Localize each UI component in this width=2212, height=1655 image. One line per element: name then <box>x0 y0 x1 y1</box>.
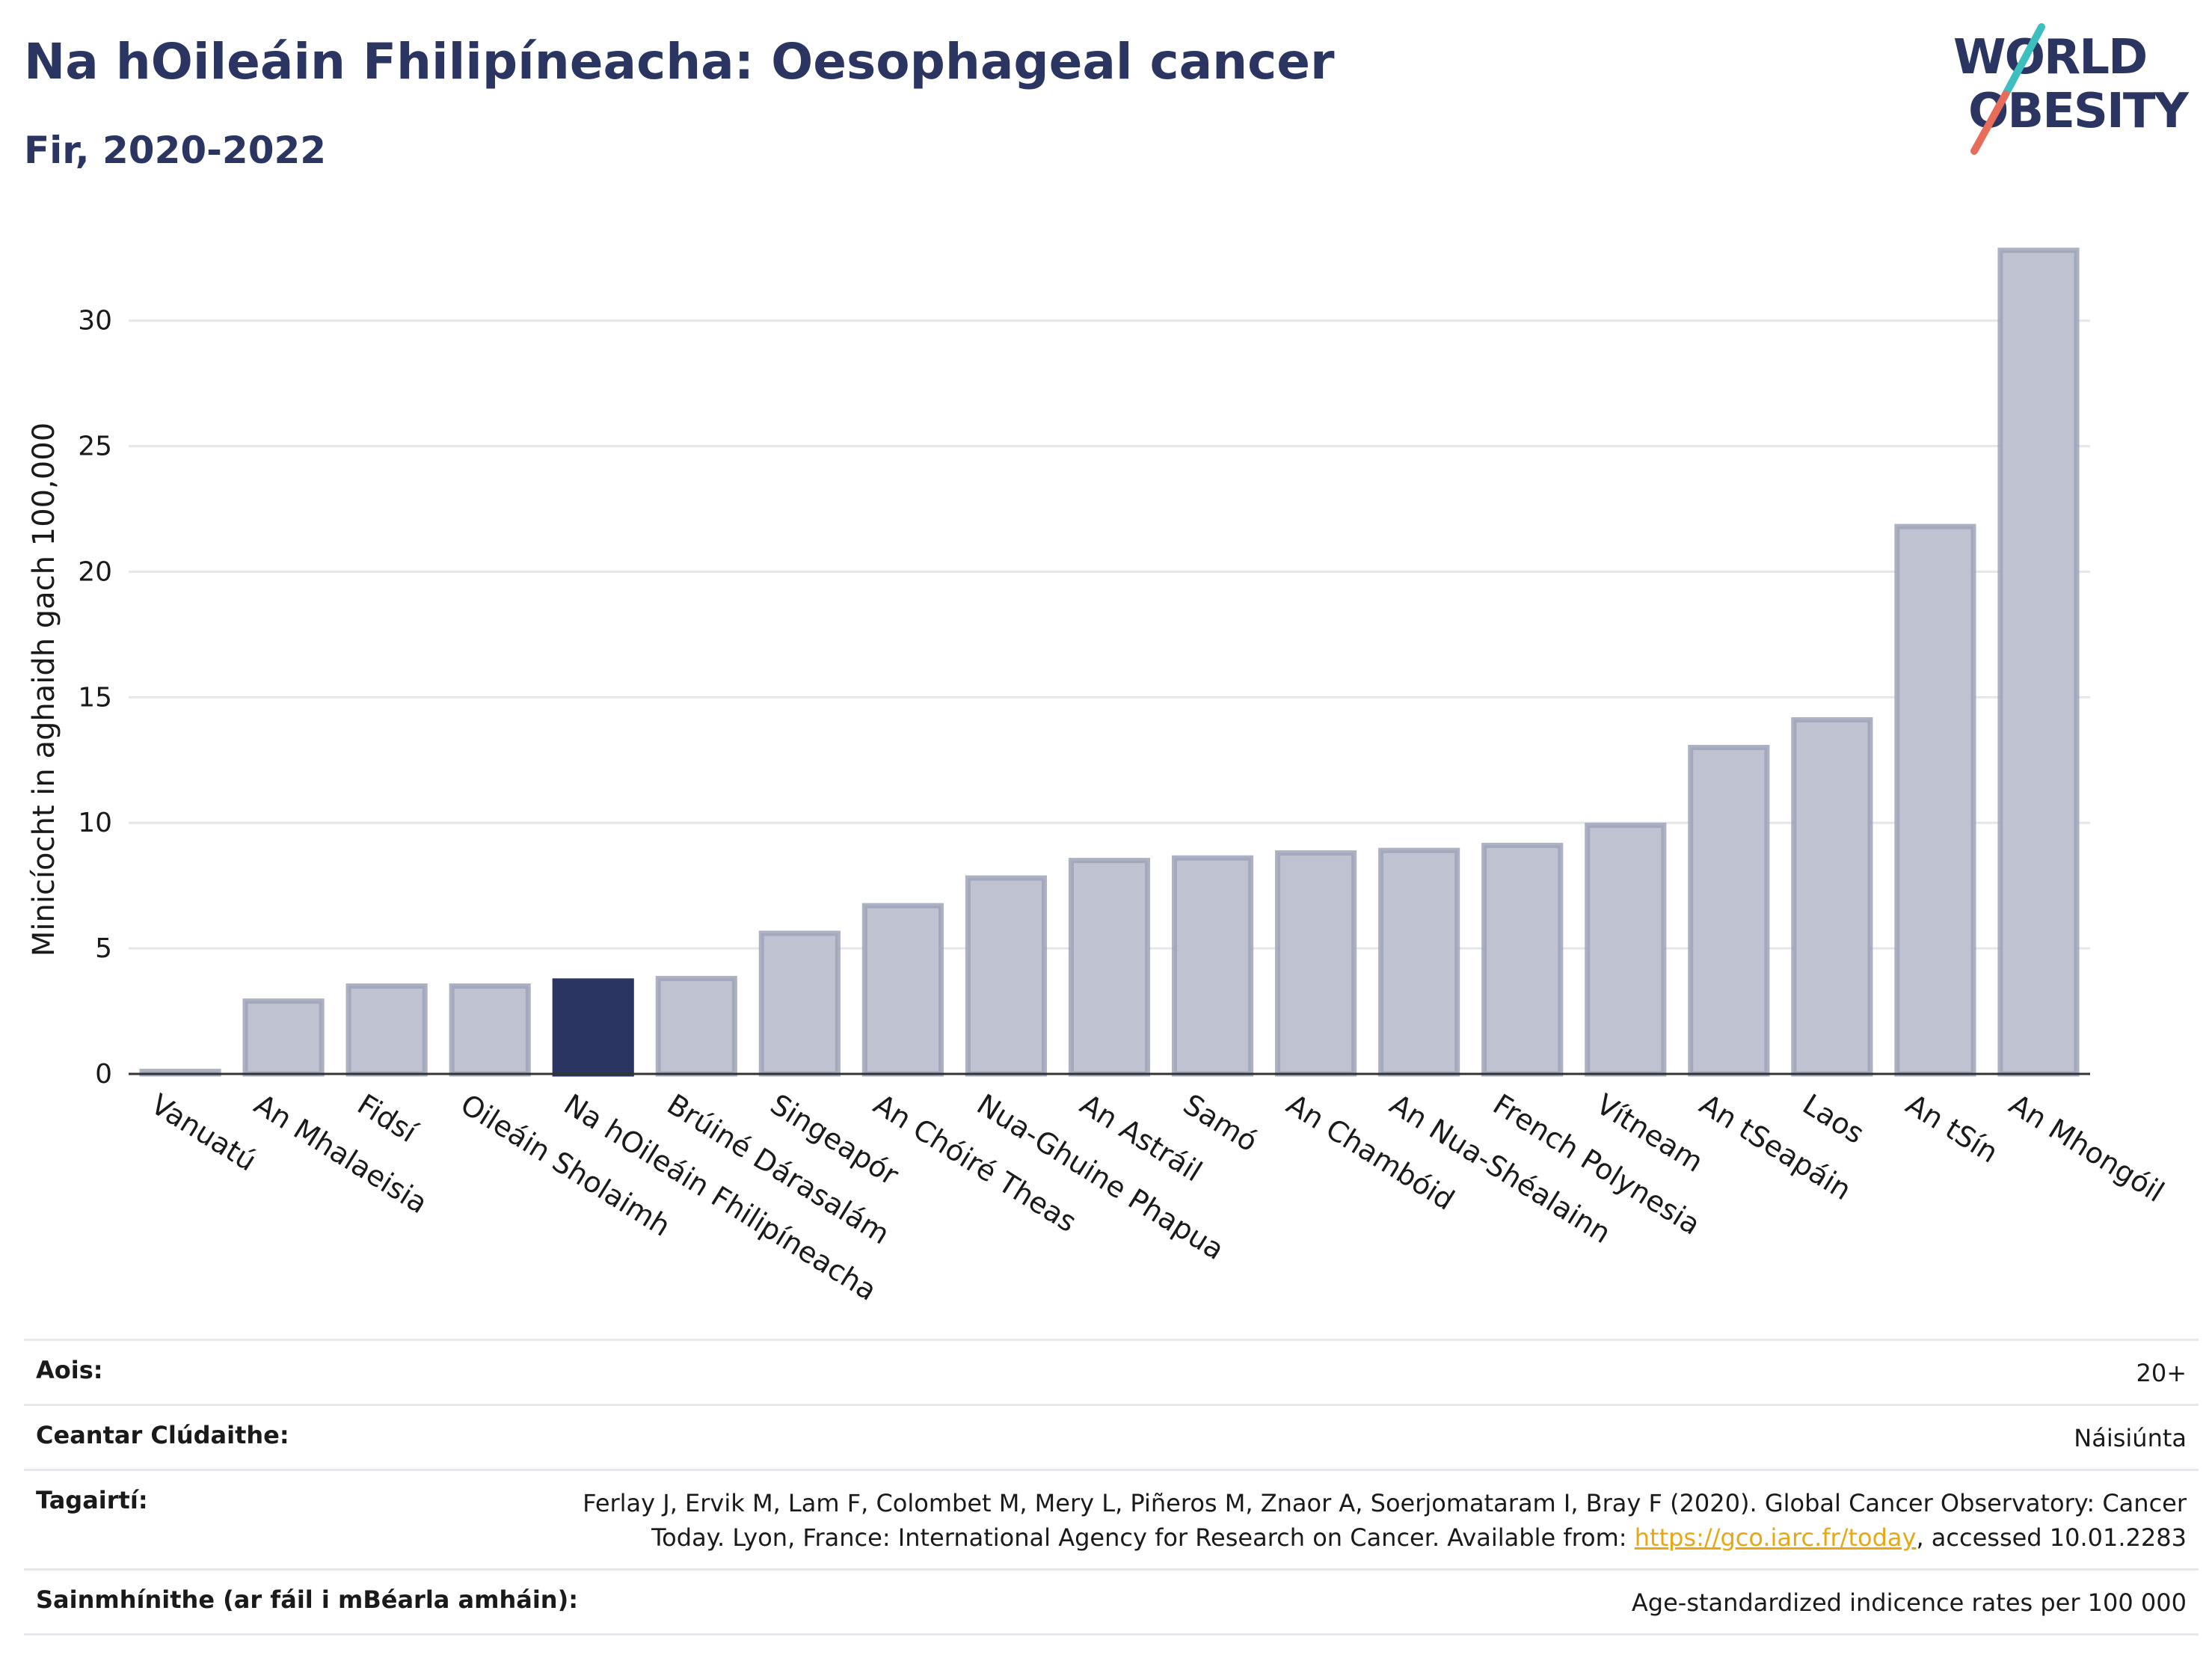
references-line1: Ferlay J, Ervik M, Lam F, Colombet M, Me… <box>583 1489 2187 1517</box>
bar <box>1171 855 1254 1077</box>
x-tick-label: Vanuatú <box>145 1087 262 1177</box>
metadata-table: Aois: 20+ Ceantar Clúdaithe: Náisiúnta T… <box>24 1339 2199 1636</box>
x-tick-label: An Mhalaeisia <box>248 1087 433 1220</box>
bar <box>965 875 1048 1077</box>
bar <box>1688 745 1770 1077</box>
bar <box>1585 823 1667 1077</box>
definitions-value: Age-standardized indicence rates per 100… <box>1631 1588 2187 1617</box>
age-value: 20+ <box>2136 1359 2187 1387</box>
definitions-label: Sainmhínithe (ar fáil i mBéarla amháin): <box>36 1585 578 1614</box>
bar <box>552 978 634 1077</box>
y-tick-label: 25 <box>78 432 112 462</box>
x-tick-label: An tSín <box>1900 1087 2004 1169</box>
bar-chart: 0 5 10 15 20 25 30 Minicíocht in aghaidh gach 1… <box>27 248 2170 1307</box>
y-tick-label: 0 <box>95 1059 112 1090</box>
y-axis-label: Minicíocht in aghaidh gach 100,000 <box>27 423 61 957</box>
y-tick-label: 10 <box>78 808 112 838</box>
footer-row-coverage: Ceantar Clúdaithe: Náisiúnta <box>24 1404 2199 1469</box>
bar <box>1275 850 1357 1077</box>
world-obesity-logo: WORLD OBESITY <box>1953 23 2190 155</box>
references-label: Tagairtí: <box>36 1486 148 1514</box>
coverage-value: Náisiúnta <box>2074 1424 2187 1452</box>
x-tick-label: Laos <box>1797 1087 1870 1150</box>
bar <box>1997 248 2080 1077</box>
y-tick-label: 15 <box>78 682 112 713</box>
page-subtitle: Fir, 2020-2022 <box>24 129 327 172</box>
references-link[interactable]: https://gco.iarc.fr/today <box>1634 1523 1917 1552</box>
page-title: Na hOileáin Fhilipíneacha: Oesophageal c… <box>24 33 1335 90</box>
footer-row-definitions: Sainmhínithe (ar fáil i mBéarla amháin):… <box>24 1568 2199 1636</box>
bar <box>1481 842 1564 1077</box>
y-tick-label: 30 <box>78 306 112 337</box>
bar <box>1791 717 1873 1077</box>
bar <box>1068 858 1151 1077</box>
references-line2-pre: Today. Lyon, France: International Agenc… <box>651 1523 1635 1552</box>
references-value: Ferlay J, Ervik M, Lam F, Colombet M, Me… <box>583 1486 2187 1555</box>
y-tick-label: 5 <box>95 933 112 964</box>
references-line2-post: , accessed 10.01.2283 <box>1916 1523 2187 1552</box>
coverage-label: Ceantar Clúdaithe: <box>36 1421 289 1449</box>
bar <box>242 998 325 1077</box>
bar <box>1894 523 1976 1077</box>
age-label: Aois: <box>36 1356 103 1384</box>
x-tick-label: Fidsí <box>351 1087 423 1149</box>
logo-slash-red <box>1970 90 2009 155</box>
bar <box>861 903 944 1077</box>
x-tick-label: An Mhongóil <box>2003 1087 2169 1209</box>
logo-line1: WORLD <box>1953 30 2146 85</box>
logo-slash-teal <box>2002 23 2045 98</box>
x-tick-label: Samó <box>1178 1087 1264 1158</box>
footer-row-references: Tagairtí: Ferlay J, Ervik M, Lam F, Colo… <box>24 1469 2199 1568</box>
footer-row-age: Aois: 20+ <box>24 1339 2199 1404</box>
bar <box>758 930 841 1077</box>
bar <box>345 983 428 1077</box>
bar <box>655 975 737 1077</box>
bar <box>1378 847 1460 1077</box>
bar <box>449 983 531 1077</box>
y-tick-label: 20 <box>78 556 112 587</box>
